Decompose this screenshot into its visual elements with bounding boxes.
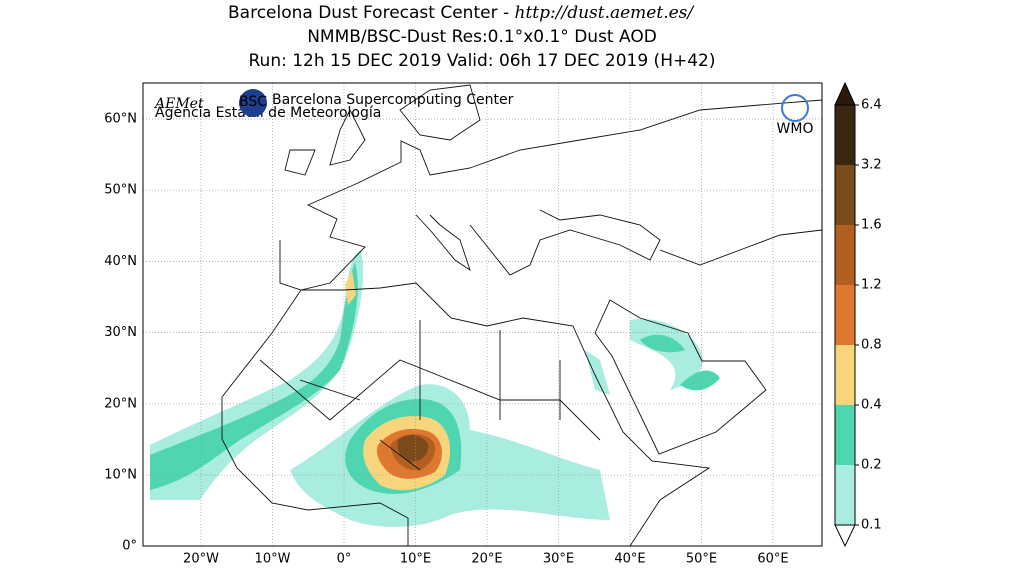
dust-plumes xyxy=(150,250,720,527)
colorbar-label: 3.2 xyxy=(861,158,882,173)
lon-label: 20°W xyxy=(183,552,219,567)
colorbar-band xyxy=(835,345,855,405)
run-info: Run: 12h 15 DEC 2019 Valid: 06h 17 DEC 2… xyxy=(249,51,716,71)
title-url: http://dust.aemet.es/ xyxy=(515,3,696,23)
wmo-logo: WMO xyxy=(777,121,814,137)
subtitle: NMMB/BSC-Dust Res:0.1°x0.1° Dust AOD xyxy=(307,27,657,47)
wmo-emblem xyxy=(781,94,809,122)
colorbar-label: 0.1 xyxy=(861,518,882,533)
colorbar-label: 0.2 xyxy=(861,458,882,473)
lat-label: 60°N xyxy=(104,112,137,127)
graticule xyxy=(143,83,822,546)
colorbar-label: 0.8 xyxy=(861,338,882,353)
map: 60°N 50°N 40°N 30°N 20°N 10°N 0° 20°W 10°W 0° 10°… xyxy=(104,82,823,567)
title: Barcelona Dust Forecast Center - http://… xyxy=(228,3,695,23)
lat-label: 20°N xyxy=(104,396,137,411)
lat-label: 40°N xyxy=(104,254,137,269)
lon-label: 10°E xyxy=(400,552,431,567)
colorbar-band xyxy=(835,465,855,525)
bsc-logo: BSC xyxy=(239,94,267,110)
lat-labels: 60°N 50°N 40°N 30°N 20°N 10°N 0° xyxy=(104,112,137,554)
lon-label: 20°E xyxy=(471,552,502,567)
lat-label: 0° xyxy=(122,539,137,554)
lon-label: 50°E xyxy=(686,552,717,567)
colorbar-band xyxy=(835,165,855,225)
colorbar-band xyxy=(835,105,855,165)
lat-label: 50°N xyxy=(104,183,137,198)
lon-label: 10°W xyxy=(255,552,291,567)
bsc-logo-circle xyxy=(239,89,267,117)
aemet-logo: AEMet xyxy=(153,96,204,112)
colorbar: 0.1 0.2 0.4 0.8 1.2 1.6 3.2 6.4 xyxy=(834,81,882,548)
aemet-subtitle: Agencia Estatal de Meteorología xyxy=(155,105,381,121)
colorbar-label: 1.6 xyxy=(861,218,882,233)
lon-label: 40°E xyxy=(614,552,645,567)
lat-label: 10°N xyxy=(104,468,137,483)
colorbar-label: 0.4 xyxy=(861,398,882,413)
colorbar-band xyxy=(835,405,855,465)
colorbar-under xyxy=(834,524,856,548)
lon-labels: 20°W 10°W 0° 10°E 20°E 30°E 40°E 50°E 60°E xyxy=(183,552,789,567)
lat-label: 30°N xyxy=(104,325,137,340)
colorbar-label: 6.4 xyxy=(861,98,882,113)
colorbar-frame xyxy=(834,104,856,526)
colorbar-over xyxy=(834,81,856,106)
lon-label: 0° xyxy=(337,552,352,567)
title-text: Barcelona Dust Forecast Center - xyxy=(228,3,515,23)
map-frame xyxy=(142,82,823,547)
colorbar-label: 1.2 xyxy=(861,278,882,293)
coastlines xyxy=(221,84,823,547)
lon-label: 30°E xyxy=(543,552,574,567)
colorbar-band xyxy=(835,285,855,345)
bsc-name: Barcelona Supercomputing Center xyxy=(272,92,514,108)
lon-label: 60°E xyxy=(757,552,788,567)
colorbar-band xyxy=(835,225,855,285)
